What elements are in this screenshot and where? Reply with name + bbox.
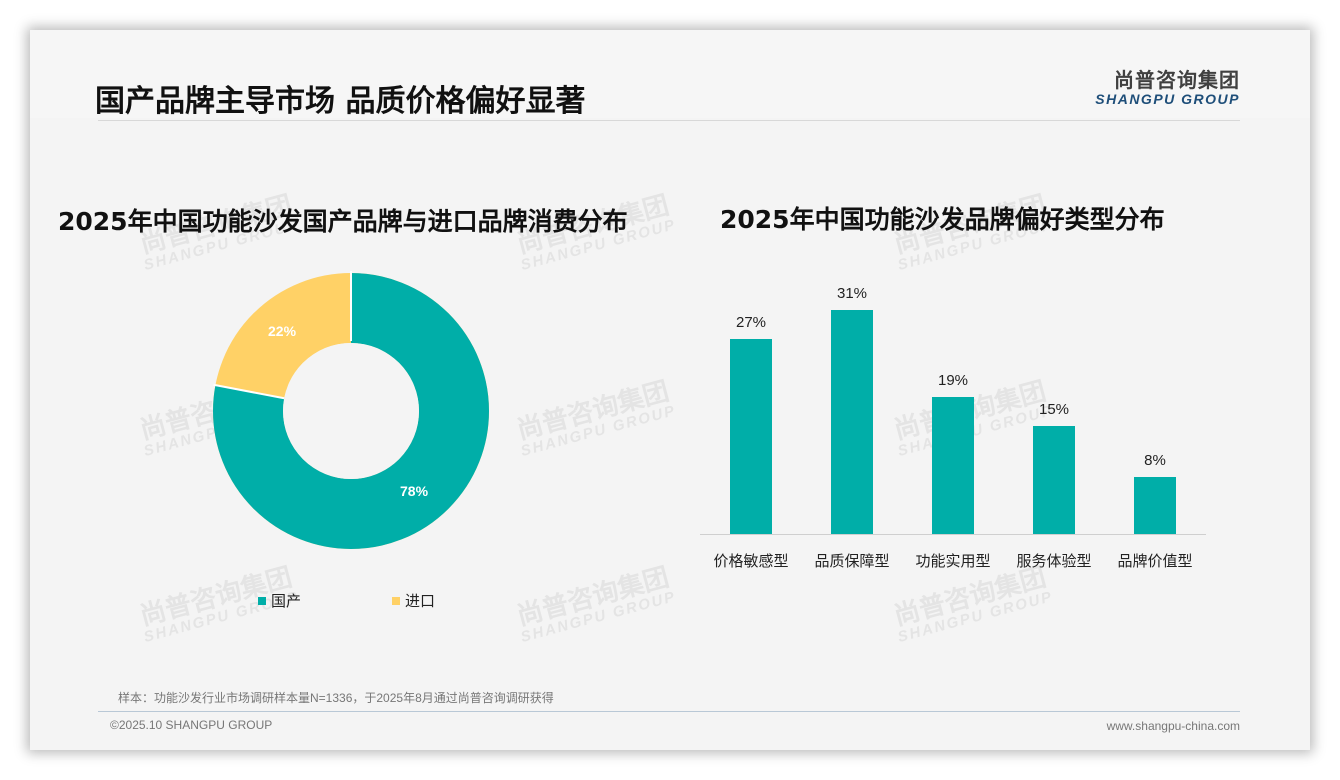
bar-value-label: 8% bbox=[1144, 452, 1166, 469]
bar-group: 15% bbox=[1033, 270, 1075, 534]
bar-chart: 27% 31% 19% 15% 8% bbox=[700, 270, 1206, 534]
bar-group: 27% bbox=[730, 270, 772, 534]
legend-item-import: 进口 bbox=[392, 590, 435, 611]
donut-chart: 22% 78% bbox=[211, 271, 491, 551]
sample-note: 样本：功能沙发行业市场调研样本量N=1336，于2025年8月通过尚普咨询调研获… bbox=[118, 691, 554, 705]
company-logo: 尚普咨询集团 SHANGPU GROUP bbox=[1070, 64, 1240, 107]
bar bbox=[1033, 426, 1075, 534]
title-divider bbox=[98, 120, 1240, 121]
bar bbox=[932, 397, 974, 534]
copyright-text: ©2025.10 SHANGPU GROUP bbox=[110, 718, 273, 732]
x-axis-label: 服务体验型 bbox=[1016, 552, 1092, 570]
x-axis-label: 功能实用型 bbox=[915, 552, 991, 570]
legend-label: 进口 bbox=[405, 593, 436, 610]
x-axis-label: 品质保障型 bbox=[814, 552, 890, 570]
page-title: 国产品牌主导市场 品质价格偏好显著 bbox=[95, 84, 586, 119]
header-band bbox=[30, 30, 1310, 118]
bar-group: 31% bbox=[831, 270, 873, 534]
bar bbox=[831, 310, 873, 534]
bar-value-label: 31% bbox=[836, 285, 868, 302]
donut-chart-title: 2025年中国功能沙发国产品牌与进口品牌消费分布 bbox=[58, 207, 628, 236]
logo-en-text: SHANGPU GROUP bbox=[1095, 91, 1240, 107]
x-axis-line bbox=[700, 534, 1206, 535]
x-axis-label: 价格敏感型 bbox=[713, 552, 789, 570]
slide: 尚普咨询集团 SHANGPU GROUP 尚普咨询集团 SHANGPU GROUP … bbox=[30, 30, 1310, 750]
legend-swatch-yellow bbox=[392, 596, 400, 605]
bar bbox=[1134, 477, 1176, 534]
legend-item-domestic: 国产 bbox=[258, 590, 301, 611]
bar-value-label: 15% bbox=[1038, 401, 1070, 418]
bar-group: 8% bbox=[1134, 270, 1176, 534]
footer-divider bbox=[98, 711, 1240, 712]
bar-chart-title: 2025年中国功能沙发品牌偏好类型分布 bbox=[720, 205, 1165, 234]
legend-swatch-teal bbox=[258, 596, 266, 605]
logo-cn-text: 尚普咨询集团 bbox=[1114, 68, 1240, 92]
segment-separator bbox=[213, 383, 285, 400]
bar-value-label: 27% bbox=[735, 314, 767, 331]
x-axis-label: 品牌价值型 bbox=[1117, 552, 1193, 570]
donut-svg bbox=[213, 271, 489, 549]
donut-label-import: 22% bbox=[268, 323, 297, 339]
bar-group: 19% bbox=[932, 270, 974, 534]
bar-value-label: 19% bbox=[937, 372, 969, 389]
website-link[interactable]: www.shangpu-china.com bbox=[1106, 719, 1240, 733]
donut-hole bbox=[283, 343, 419, 479]
footer-band bbox=[30, 712, 1310, 750]
bar bbox=[730, 339, 772, 534]
donut-label-domestic: 78% bbox=[400, 483, 429, 499]
legend-label: 国产 bbox=[271, 593, 302, 610]
